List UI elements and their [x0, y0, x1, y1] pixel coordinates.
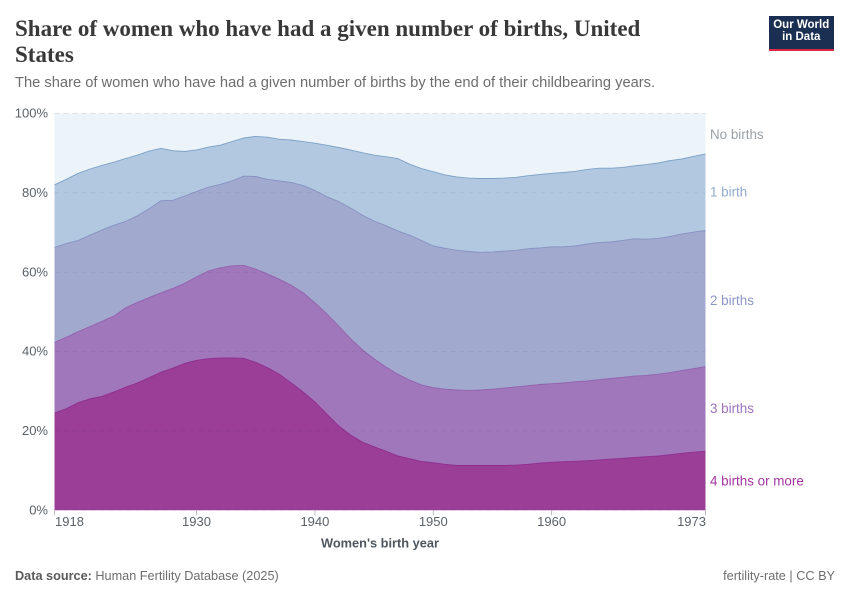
svg-text:Women's birth year: Women's birth year: [321, 536, 439, 551]
svg-text:1973: 1973: [677, 514, 706, 529]
svg-text:1950: 1950: [419, 514, 448, 529]
svg-text:0%: 0%: [29, 503, 48, 518]
svg-text:1930: 1930: [182, 514, 211, 529]
svg-text:No births: No births: [710, 127, 764, 142]
svg-text:3 births: 3 births: [710, 401, 754, 416]
svg-text:1940: 1940: [300, 514, 329, 529]
svg-text:1960: 1960: [537, 514, 566, 529]
svg-text:40%: 40%: [22, 344, 48, 359]
svg-text:80%: 80%: [22, 185, 48, 200]
svg-text:100%: 100%: [15, 106, 49, 121]
svg-text:20%: 20%: [22, 423, 48, 438]
svg-text:1918: 1918: [55, 514, 84, 529]
svg-text:1 birth: 1 birth: [710, 185, 747, 200]
svg-text:4 births or more: 4 births or more: [710, 474, 804, 489]
svg-text:2 births: 2 births: [710, 293, 754, 308]
svg-text:60%: 60%: [22, 264, 48, 279]
